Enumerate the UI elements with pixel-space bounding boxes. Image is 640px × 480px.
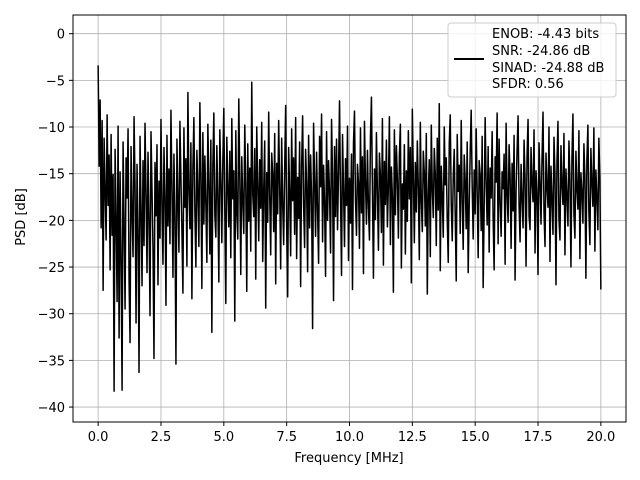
x-tick-label: 10.0: [335, 430, 364, 445]
x-tick-label: 5.0: [213, 430, 234, 445]
x-tick-label: 0.0: [88, 430, 109, 445]
y-tick-label: −10: [38, 121, 65, 136]
y-tick-label: −40: [38, 401, 65, 416]
y-tick-label: −15: [38, 168, 65, 183]
psd-series-line: [97, 65, 602, 392]
legend-entry-sfdr: SFDR: 0.56: [492, 77, 564, 92]
legend-entry-snr: SNR: -24.86 dB: [492, 44, 590, 59]
y-tick-label: −35: [38, 354, 65, 369]
x-tick-label: 2.5: [151, 430, 172, 445]
y-tick-label: 0: [57, 28, 65, 43]
legend-entry-enob: ENOB: -4.43 bits: [492, 27, 599, 42]
y-axis: 0 −5 −10 −15 −20 −25 −30 −35 −40: [38, 28, 73, 416]
x-axis-label: Frequency [MHz]: [294, 451, 403, 466]
x-tick-label: 7.5: [276, 430, 297, 445]
legend-entry-sinad: SINAD: -24.88 dB: [492, 61, 604, 76]
y-tick-label: −20: [38, 214, 65, 229]
legend-box: [447, 22, 617, 98]
x-axis: 0.0 2.5 5.0 7.5 10.0 12.5 15.0 17.5 20.0: [88, 422, 615, 445]
y-tick-label: −25: [38, 261, 65, 276]
x-tick-label: 15.0: [461, 430, 490, 445]
y-tick-label: −5: [46, 74, 65, 89]
x-tick-label: 20.0: [586, 430, 615, 445]
x-tick-label: 12.5: [398, 430, 427, 445]
y-tick-label: −30: [38, 308, 65, 323]
legend: ENOB: -4.43 bits SNR: -24.86 dB SINAD: -…: [447, 22, 617, 98]
y-axis-label: PSD [dB]: [14, 188, 29, 246]
x-tick-label: 17.5: [524, 430, 553, 445]
